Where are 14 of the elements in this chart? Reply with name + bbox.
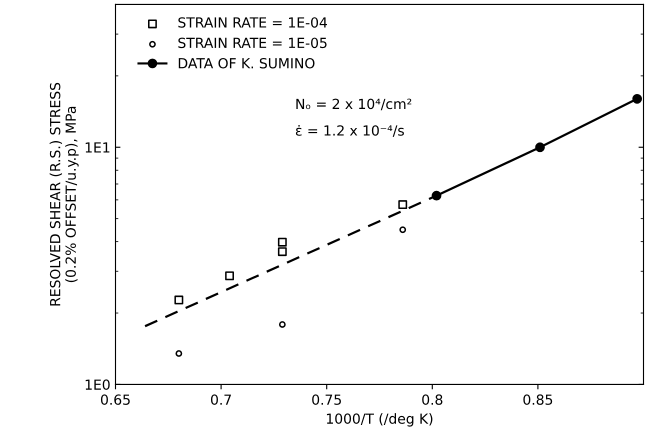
annotation: ε̇ = 1.2 x 10⁻⁴/s xyxy=(296,125,404,137)
annotation: Nₒ = 2 x 10⁴/cm² xyxy=(296,98,412,110)
y-tick-label: 1E0 xyxy=(86,379,110,390)
x-tick-label: 0.85 xyxy=(523,394,552,405)
legend-label: STRAIN RATE = 1E-05 xyxy=(178,38,327,48)
legend-label: STRAIN RATE = 1E-04 xyxy=(178,17,328,28)
x-axis-title: 1000/T (/deg K) xyxy=(326,413,432,427)
y-axis-title: RESOLVED SHEAR (R.S.) STRESS (0.2% OFFSET/u.y.p), MPa xyxy=(50,82,79,306)
x-tick-label: 0.65 xyxy=(100,394,130,405)
x-tick-label: 0.75 xyxy=(312,394,341,405)
y-tick-label: 1E1 xyxy=(86,142,110,153)
legend-label: DATA OF K. SUMINO xyxy=(178,58,315,68)
x-tick-label: 0.7 xyxy=(210,394,231,405)
x-tick-label: 0.8 xyxy=(422,394,442,405)
